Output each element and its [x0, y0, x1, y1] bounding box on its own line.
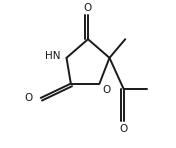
Text: O: O [120, 124, 128, 134]
Text: O: O [24, 93, 32, 103]
Text: O: O [84, 3, 92, 13]
Text: HN: HN [45, 51, 61, 61]
Text: O: O [102, 85, 111, 95]
